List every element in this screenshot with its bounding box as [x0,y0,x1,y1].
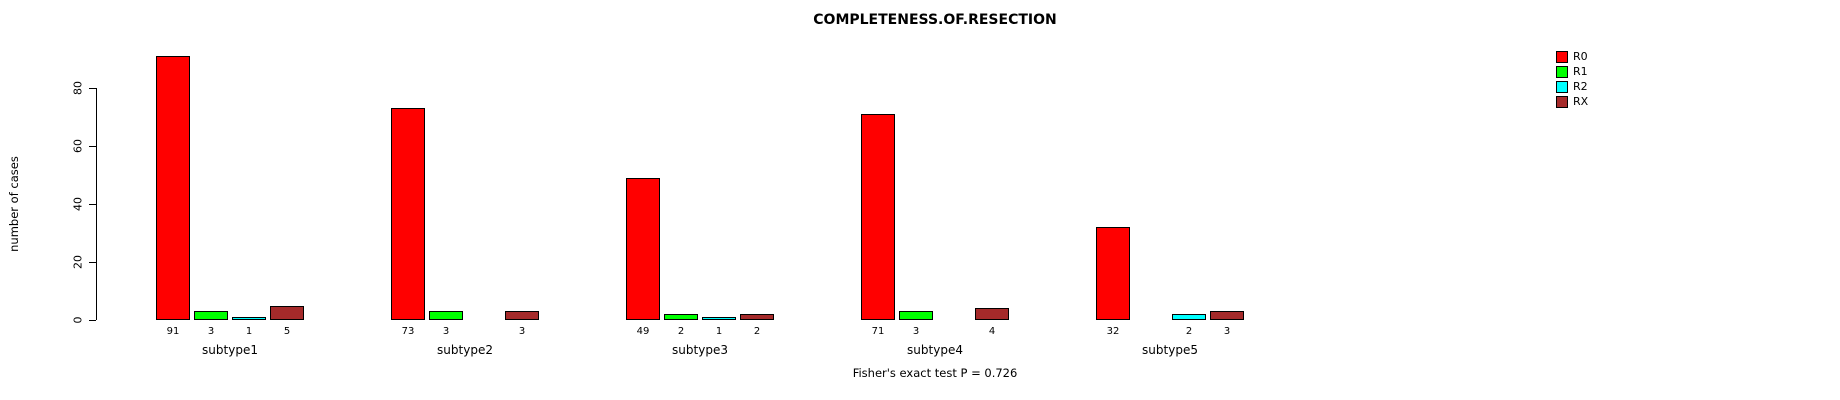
legend-label-r0: R0 [1573,50,1588,63]
bar-value-label: 2 [1185,326,1193,337]
legend-item-r1: R1 [1556,65,1588,78]
bar-value-label: 32 [1106,326,1120,337]
bar-rx-subtype4 [975,308,1009,320]
bar-r0-subtype5 [1096,227,1130,320]
bar-rx-subtype2 [505,311,539,320]
bar-r1-subtype1 [194,311,228,320]
annotation-fisher-test: Fisher's exact test P = 0.726 [852,366,1018,380]
legend-item-r2: R2 [1556,80,1588,93]
bar-value-label: 3 [912,326,920,337]
legend-swatch-r2 [1556,80,1568,93]
bar-value-label: 2 [753,326,761,337]
legend-item-r0: R0 [1556,50,1588,63]
x-tick-label-subtype3: subtype3 [672,343,728,357]
x-tick-label-subtype1: subtype1 [202,343,258,357]
legend-item-rx: RX [1556,95,1588,108]
y-tick-label: 80 [71,81,85,95]
bar-value-label: 5 [283,326,291,337]
y-tick-label: 40 [71,197,85,211]
bar-r0-subtype4 [861,114,895,320]
y-tick-mark [89,203,96,205]
y-tick-mark [89,87,96,89]
bar-value-label: 3 [207,326,215,337]
x-tick-label-subtype2: subtype2 [437,343,493,357]
legend-swatch-r0 [1556,50,1568,63]
chart-title: COMPLETENESS.OF.RESECTION [813,12,1057,28]
bar-value-label: 2 [677,326,685,337]
legend-swatch-r1 [1556,65,1568,78]
bar-rx-subtype1 [270,305,304,320]
x-tick-label-subtype5: subtype5 [1142,343,1198,357]
bar-r1-subtype2 [429,311,463,320]
y-tick-mark [89,261,96,263]
y-tick-mark [89,319,96,321]
bar-value-label: 73 [401,326,415,337]
y-axis-line [96,88,97,320]
bar-value-label: 3 [442,326,450,337]
bar-r2-subtype3 [702,317,736,320]
bar-value-label: 91 [166,326,180,337]
legend-label-rx: RX [1573,95,1589,108]
y-tick-label: 0 [71,316,85,324]
legend-label-r1: R1 [1573,65,1588,78]
bar-r0-subtype1 [156,56,190,320]
bar-r0-subtype2 [391,108,425,320]
bar-rx-subtype5 [1210,311,1244,320]
bar-value-label: 3 [518,326,526,337]
bar-r2-subtype1 [232,317,266,320]
bar-rx-subtype3 [740,314,774,320]
y-axis-title: number of cases [7,156,21,252]
y-tick-label: 60 [71,139,85,153]
y-tick-label: 20 [71,255,85,269]
y-tick-mark [89,145,96,147]
bar-r2-subtype5 [1172,314,1206,320]
bar-value-label: 1 [245,326,253,337]
legend-swatch-rx [1556,95,1568,108]
bar-value-label: 1 [715,326,723,337]
bar-r1-subtype4 [899,311,933,320]
bar-r0-subtype3 [626,177,660,320]
legend-label-r2: R2 [1573,80,1588,93]
bar-value-label: 71 [871,326,885,337]
bar-value-label: 49 [636,326,650,337]
x-tick-label-subtype4: subtype4 [907,343,963,357]
bar-r1-subtype3 [664,314,698,320]
legend: R0 R1 R2 RX [1556,50,1588,110]
bar-value-label: 4 [988,326,996,337]
bar-value-label: 3 [1223,326,1231,337]
